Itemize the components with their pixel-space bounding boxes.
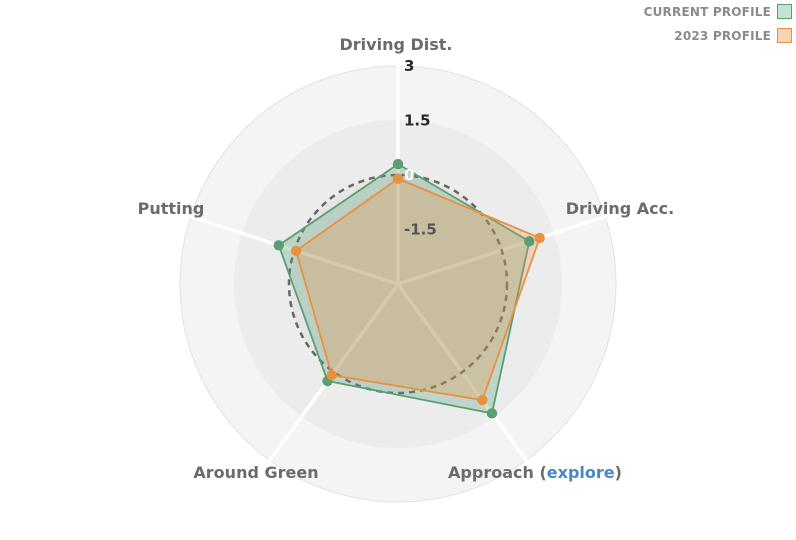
spoke-putting [169, 208, 399, 286]
axis-label-driving-dist: Driving Dist. [340, 35, 453, 54]
legend-swatch-2023-profile [777, 28, 792, 43]
legend-label-current-profile: CURRENT PROFILE [643, 4, 771, 19]
tick-label-1-5: 1.5 [404, 112, 431, 130]
legend-label-2023-profile: 2023 PROFILE [674, 28, 771, 43]
point-current-profile-approach[interactable] [486, 408, 498, 419]
tick-label-1-5: -1.5 [404, 221, 437, 239]
tick-label-3: 3 [404, 57, 414, 75]
series-area-2023-profile [295, 177, 541, 402]
point-2023-profile-driving-acc[interactable] [534, 232, 545, 244]
axis-label-approach-prefix: Approach ( [448, 463, 547, 482]
series-layer [273, 158, 545, 419]
point-current-profile-putting[interactable] [273, 240, 284, 251]
legend: CURRENT PROFILE 2023 PROFILE [644, 4, 792, 43]
axis-label-approach-suffix: ) [615, 463, 622, 482]
point-2023-profile-putting[interactable] [290, 245, 302, 257]
axis-label-driving-acc: Driving Acc. [566, 199, 674, 218]
series-area-current-profile [277, 163, 531, 415]
point-2023-profile-driving-dist[interactable] [392, 173, 404, 184]
legend-swatch-current-profile [777, 4, 792, 19]
point-current-profile-driving-acc[interactable] [524, 236, 535, 247]
tick-label-0: 0 [404, 166, 414, 184]
axis-label-approach: Approach (explore) [448, 463, 622, 482]
point-2023-profile-approach[interactable] [477, 394, 488, 406]
baseline-circle [287, 173, 509, 395]
explore-link[interactable]: explore [547, 463, 615, 482]
legend-item-2023-profile[interactable]: 2023 PROFILE [674, 28, 792, 43]
legend-item-current-profile[interactable]: CURRENT PROFILE [644, 4, 792, 19]
point-2023-profile-around-green[interactable] [326, 369, 337, 381]
spoke-approach [396, 282, 541, 480]
axis-label-putting: Putting [138, 199, 205, 218]
spoke-driving-acc [397, 208, 627, 286]
axis-label-around-green: Around Green [193, 463, 318, 482]
point-current-profile-driving-dist[interactable] [392, 158, 404, 170]
axis-labels: Driving Dist. Driving Acc. Approach (explo… [138, 35, 675, 482]
tick-labels: 3 1.5 0 -1.5 [404, 57, 437, 239]
